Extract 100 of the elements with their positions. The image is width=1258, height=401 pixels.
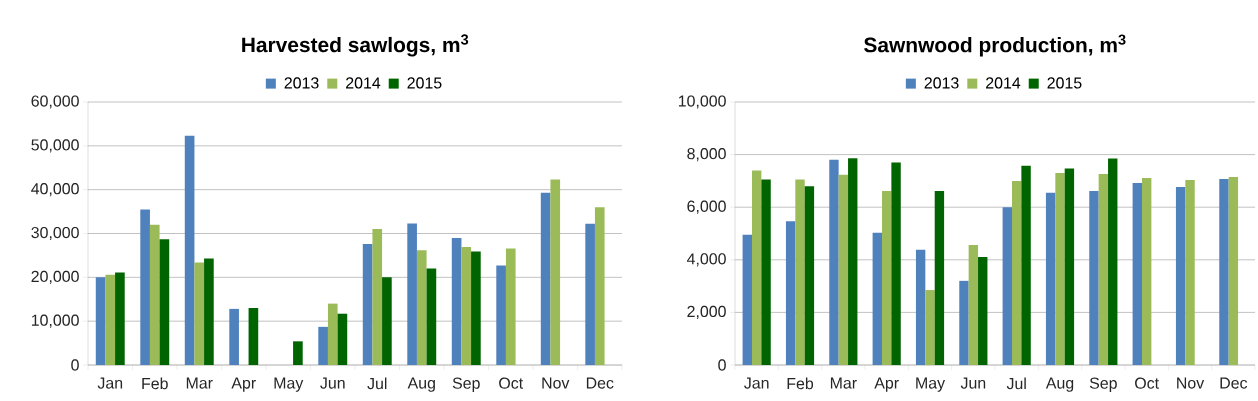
y-tick-label: 8,000 [687,148,726,162]
bar [829,159,839,365]
x-tick-label: Sep [452,377,480,392]
y-tick-label: 6,000 [687,200,726,214]
bar [337,313,348,365]
y-tick-label: 60,000 [31,95,79,109]
bar [184,135,195,365]
bar [105,274,116,365]
bar [1108,158,1118,365]
bar [881,190,892,365]
bar [461,247,472,365]
x-tick-label: Jan [744,377,769,389]
bar [1011,180,1022,365]
y-tick-label: 0 [718,359,726,371]
bar [838,174,849,365]
bar [194,262,205,365]
x-tick-label: Jul [1006,377,1026,390]
bar [159,239,170,365]
bar [891,162,901,365]
bar [550,179,561,365]
bar [362,244,373,365]
bar [594,207,605,365]
bar [585,223,595,365]
x-tick-label: Oct [1135,377,1159,389]
bar [426,268,437,365]
bar [372,229,383,365]
x-tick-label: Apr [874,377,899,392]
x-tick-label: Sep [1089,377,1117,392]
y-tick-label: 50,000 [31,139,79,153]
bar [872,232,882,365]
x-tick-label: Jun [960,377,986,389]
y-tick-label: 0 [71,359,79,371]
bar [978,256,988,365]
bar [925,290,935,365]
bar [293,341,303,365]
bar [959,280,969,365]
x-tick-label: Jun [320,377,345,389]
x-tick-label: Jan [97,377,123,389]
legend-label: 2014 [346,77,381,89]
bar [1141,178,1152,365]
bar [934,190,945,365]
bar [761,179,771,365]
bar [471,251,481,365]
x-tick-label: Aug [407,377,435,392]
x-tick-label: Oct [499,377,524,389]
y-tick-label: 4,000 [686,253,726,267]
bar [149,224,160,365]
bar [1228,176,1239,365]
bar [229,308,239,365]
bar [407,223,417,365]
bar [795,179,805,365]
bar [416,250,427,365]
bar [1045,192,1056,365]
x-tick-label: Dec [1220,377,1248,389]
legend-label: 2015 [407,77,442,89]
bar [1175,186,1186,365]
x-tick-label: Mar [830,377,857,389]
legend-label: 2014 [986,77,1021,89]
y-tick-label: 10,000 [678,95,726,109]
x-tick-label: May [916,377,946,392]
bar [95,277,106,365]
bar [204,258,214,365]
bar [1055,173,1065,365]
bar [505,248,516,365]
x-tick-label: Nov [542,377,570,389]
x-tick-label: Dec [586,377,614,389]
x-tick-label: May [274,377,304,392]
bar [804,186,815,365]
bar [1185,180,1195,365]
bar [496,265,506,365]
bar [968,245,979,365]
legend-label: 2013 [924,77,959,89]
bar [1089,190,1099,365]
bar [751,170,762,365]
bar [1098,174,1109,365]
bar [318,326,328,365]
x-tick-label: Jul [367,377,387,390]
chart-title: Harvested sawlogs, m$^{3}$ [242,34,469,57]
y-tick-label: 2,000 [687,305,726,319]
y-tick-label: 20,000 [31,270,79,284]
bar [848,158,858,365]
bar [1002,207,1012,365]
x-tick-label: Feb [787,377,814,390]
bar [115,272,125,365]
bar [382,277,392,365]
bar [451,237,462,365]
bar [540,192,551,365]
bar [140,209,150,365]
y-tick-label: 40,000 [31,183,79,197]
x-tick-label: Mar [186,377,213,389]
x-tick-label: Nov [1177,377,1205,389]
bar [1021,165,1031,365]
chart-title: Sawnwood production, m$^{3}$ [864,34,1126,57]
bar [1132,183,1142,365]
bar [785,221,796,365]
y-tick-label: 30,000 [31,226,79,241]
bar [915,249,926,365]
legend-label: 2015 [1047,77,1082,89]
bar [327,303,338,365]
legend-label: 2013 [284,77,319,89]
